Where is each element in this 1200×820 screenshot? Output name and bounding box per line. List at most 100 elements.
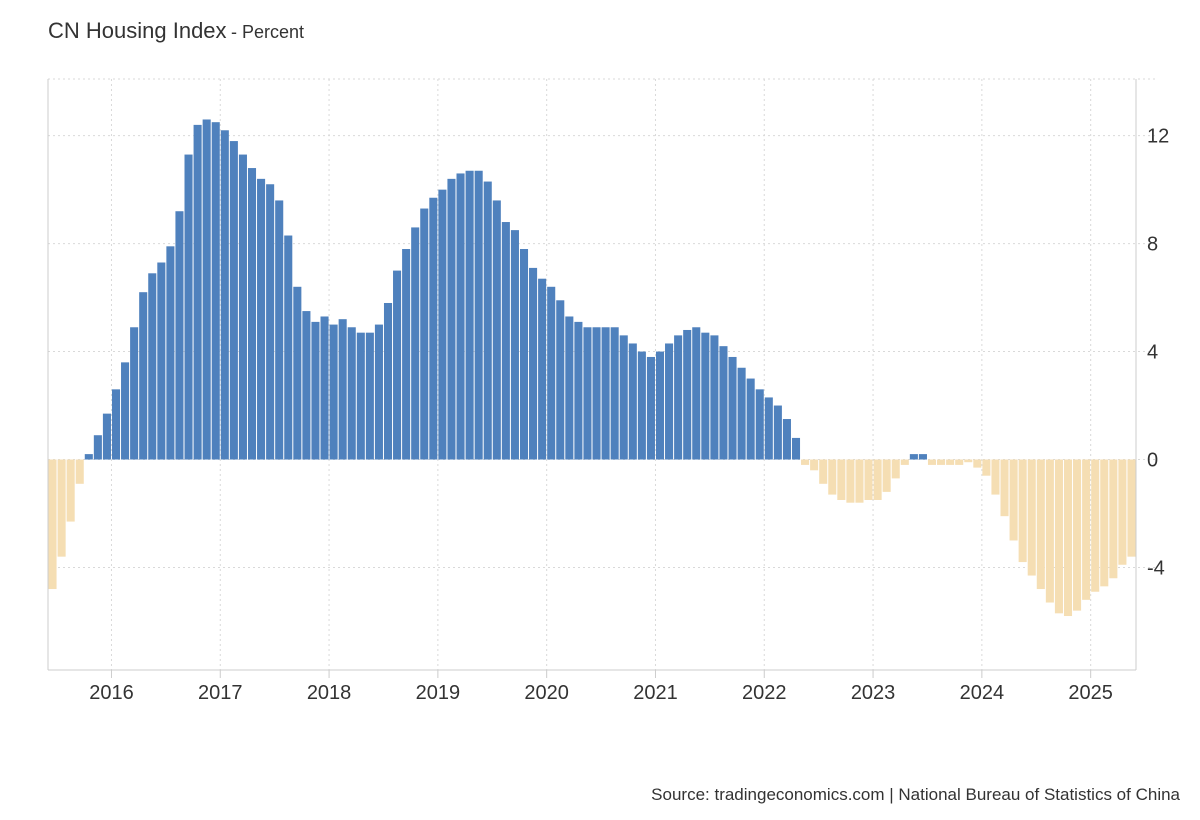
- y-tick-label: 8: [1147, 234, 1158, 256]
- bar-positive: [102, 413, 111, 460]
- bar-negative: [828, 459, 837, 495]
- bar-negative: [66, 459, 75, 522]
- y-tick-label: 12: [1147, 126, 1169, 148]
- bar-negative: [882, 459, 891, 492]
- grid-layer: [48, 78, 1155, 670]
- bar-positive: [728, 356, 737, 460]
- y-tick-label: -4: [1147, 557, 1165, 579]
- bar-negative: [846, 459, 855, 503]
- bar-negative: [1009, 459, 1018, 541]
- chart-title-unit: - Percent: [231, 22, 305, 42]
- bar-negative: [57, 459, 66, 557]
- bar-positive: [692, 327, 701, 460]
- bar-positive: [909, 454, 918, 460]
- labels-layer: 12 8 4 0 -4 2016 2017 2018 2019 2020 2021 2022 2023 2…: [89, 126, 1169, 704]
- x-tick-label: 2019: [416, 682, 461, 704]
- x-tick-label: 2018: [307, 682, 352, 704]
- bar-negative: [982, 459, 991, 476]
- bar-positive: [646, 356, 655, 460]
- axis-layer: [47, 79, 1137, 678]
- bar-negative: [48, 459, 57, 590]
- bar-positive: [918, 454, 927, 460]
- bar-positive: [683, 329, 692, 460]
- bar-positive: [764, 397, 773, 460]
- bar-negative: [1063, 459, 1073, 617]
- bar-positive: [556, 300, 565, 460]
- bar-negative: [991, 459, 1000, 495]
- bar-positive: [583, 327, 592, 460]
- bar-positive: [293, 286, 302, 460]
- bar-positive: [447, 178, 456, 460]
- bar-positive: [737, 367, 746, 460]
- bar-negative: [1091, 459, 1100, 592]
- bar-positive: [229, 141, 238, 460]
- bar-positive: [166, 246, 175, 460]
- bar-positive: [111, 389, 121, 460]
- bar-positive: [302, 311, 311, 460]
- bar-negative: [1109, 459, 1118, 579]
- bar-positive: [465, 170, 474, 460]
- bar-negative: [891, 459, 900, 479]
- x-tick-label: 2024: [960, 682, 1005, 704]
- bar-negative: [900, 459, 909, 465]
- bar-negative: [75, 459, 84, 484]
- bar-positive: [601, 327, 610, 460]
- bar-positive: [383, 302, 393, 460]
- bar-positive: [347, 327, 356, 460]
- bar-positive: [773, 405, 782, 460]
- bar-positive: [338, 319, 347, 460]
- bar-positive: [592, 327, 601, 460]
- bar-positive: [84, 454, 93, 460]
- bar-positive: [202, 119, 211, 460]
- bar-positive: [420, 208, 429, 460]
- y-tick-label: 0: [1147, 450, 1158, 472]
- bar-positive: [429, 197, 438, 460]
- bar-positive: [365, 332, 374, 460]
- bar-positive: [356, 332, 365, 460]
- x-tick-label: 2025: [1068, 682, 1113, 704]
- chart-title: CN Housing Index - Percent: [48, 18, 304, 44]
- bar-positive: [483, 181, 492, 460]
- bar-positive: [529, 267, 538, 460]
- bar-positive: [492, 200, 501, 460]
- bars-layer: [48, 119, 1136, 617]
- bar-positive: [674, 335, 683, 460]
- bar-positive: [402, 249, 411, 460]
- bar-negative: [1118, 459, 1127, 565]
- bar-positive: [266, 184, 275, 460]
- bar-positive: [474, 170, 483, 460]
- bar-positive: [519, 249, 529, 460]
- bar-positive: [311, 321, 320, 460]
- x-tick-label: 2016: [89, 682, 134, 704]
- bar-positive: [565, 316, 574, 460]
- bar-negative: [964, 459, 973, 463]
- bar-positive: [791, 437, 801, 460]
- bar-positive: [284, 235, 293, 460]
- bar-positive: [538, 278, 547, 460]
- bar-negative: [855, 459, 864, 503]
- y-tick-label: 4: [1147, 342, 1158, 364]
- bar-negative: [1000, 459, 1009, 517]
- bar-positive: [655, 351, 665, 460]
- x-tick-label: 2023: [851, 682, 896, 704]
- bar-negative: [1082, 459, 1091, 600]
- bar-negative: [973, 459, 982, 468]
- bar-positive: [782, 419, 791, 460]
- bar-positive: [247, 168, 257, 460]
- bar-positive: [456, 173, 465, 460]
- bar-negative: [810, 459, 819, 471]
- bar-positive: [438, 189, 447, 460]
- x-tick-label: 2022: [742, 682, 787, 704]
- bar-positive: [157, 262, 166, 460]
- bar-negative: [1073, 459, 1082, 611]
- bar-positive: [93, 435, 102, 460]
- bar-positive: [628, 343, 637, 460]
- bar-positive: [275, 200, 284, 460]
- bar-negative: [837, 459, 846, 500]
- x-tick-label: 2021: [633, 682, 678, 704]
- bar-positive: [637, 351, 646, 460]
- x-tick-label: 2020: [524, 682, 569, 704]
- bar-positive: [574, 321, 583, 460]
- bar-positive: [610, 327, 619, 460]
